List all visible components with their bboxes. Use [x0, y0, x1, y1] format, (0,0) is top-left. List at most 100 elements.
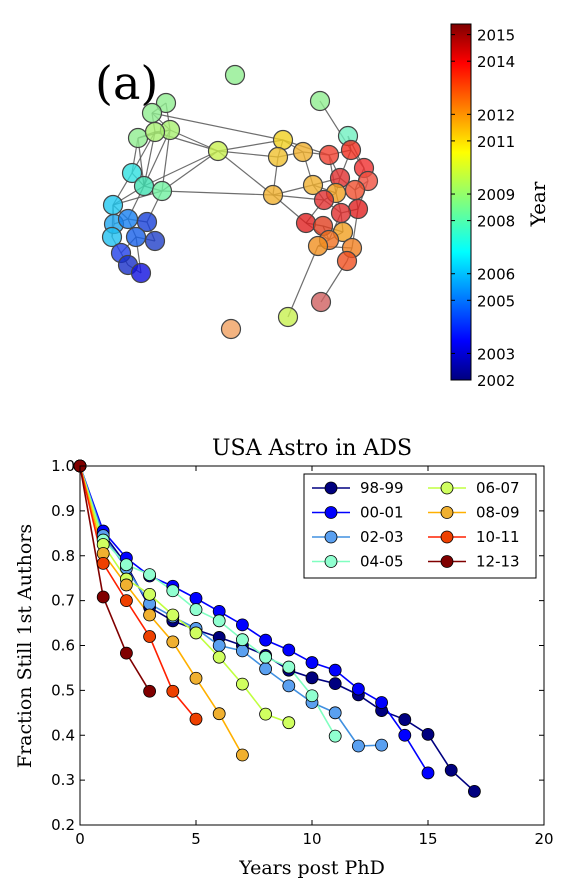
network-node: [129, 129, 148, 148]
network-node: [146, 123, 165, 142]
series-point-02-03: [260, 663, 272, 675]
network-node: [153, 182, 172, 201]
network-edge: [144, 151, 218, 186]
series-point-06-07: [190, 627, 202, 639]
series-point-00-01: [352, 683, 364, 695]
network-node: [315, 191, 334, 210]
series-point-98-99: [399, 714, 411, 726]
series-point-00-01: [376, 696, 388, 708]
legend-label: 10-11: [476, 528, 520, 546]
colorbar-tick-label: 2014: [477, 53, 515, 71]
x-tick-label: 0: [75, 830, 85, 848]
network-edge: [218, 151, 273, 195]
y-tick-label: 1.0: [51, 457, 75, 475]
series-point-10-11: [190, 713, 202, 725]
legend-label: 04-05: [360, 553, 404, 571]
series-point-00-01: [190, 592, 202, 604]
series-point-04-05: [144, 569, 156, 581]
series-point-08-09: [120, 579, 132, 591]
y-tick-label: 0.4: [51, 726, 75, 744]
network-node: [309, 237, 328, 256]
network-node: [346, 181, 365, 200]
x-axis-label: Years post PhD: [238, 857, 385, 879]
network-panel: (a): [95, 56, 378, 339]
series-point-98-99: [445, 764, 457, 776]
series-point-04-05: [213, 615, 225, 627]
series-point-10-11: [97, 557, 109, 569]
series-point-04-05: [167, 585, 179, 597]
y-tick-label: 0.3: [51, 771, 75, 789]
colorbar-label: Year: [526, 181, 550, 227]
y-tick-label: 0.8: [51, 547, 75, 565]
series-point-02-03: [329, 707, 341, 719]
colorbar-gradient: [451, 24, 471, 380]
series-point-06-07: [213, 651, 225, 663]
series-point-02-03: [236, 645, 248, 657]
network-node: [332, 204, 351, 223]
colorbar-tick-label: 2012: [477, 106, 515, 124]
y-tick-label: 0.2: [51, 816, 75, 834]
network-node: [311, 92, 330, 111]
series-point-10-11: [120, 595, 132, 607]
network-node: [279, 308, 298, 327]
series-point-04-05: [329, 730, 341, 742]
legend-label: 08-09: [476, 504, 520, 522]
network-node: [104, 196, 123, 215]
x-tick-label: 15: [418, 830, 437, 848]
series-point-10-11: [167, 685, 179, 697]
series-point-06-07: [260, 708, 272, 720]
colorbar-tick-label: 2015: [477, 27, 515, 45]
x-tick-label: 5: [191, 830, 201, 848]
legend-marker: [325, 556, 337, 568]
series-point-12-13: [97, 591, 109, 603]
colorbar: 2002 2003 2005 2006 2008 2009 2011 2012 2014 2015…: [451, 24, 550, 390]
series-point-12-13: [144, 685, 156, 697]
colorbar-tick-label: 2006: [477, 266, 515, 284]
network-edge: [162, 191, 273, 195]
chart-title: USA Astro in ADS: [212, 436, 412, 461]
series-point-04-05: [120, 559, 132, 571]
series-point-00-01: [260, 634, 272, 646]
series-point-98-99: [468, 785, 480, 797]
series-point-00-01: [329, 664, 341, 676]
series-point-06-07: [167, 609, 179, 621]
legend: 98-9900-0102-0304-0506-0708-0910-1112-13: [304, 474, 536, 578]
colorbar-tick-label: 2002: [477, 372, 515, 390]
series-point-02-03: [376, 739, 388, 751]
series-point-00-01: [422, 767, 434, 779]
legend-label: 06-07: [476, 479, 520, 497]
network-node: [349, 200, 368, 219]
series-point-98-99: [422, 728, 434, 740]
colorbar-tick-label: 2003: [477, 345, 515, 363]
network-node: [274, 131, 293, 150]
legend-marker: [325, 507, 337, 519]
network-node: [132, 264, 151, 283]
series-point-06-07: [236, 678, 248, 690]
legend-label: 98-99: [360, 479, 404, 497]
series-point-08-09: [144, 609, 156, 621]
network-node: [135, 177, 154, 196]
y-tick-label: 0.5: [51, 681, 75, 699]
y-tick-label: 0.6: [51, 637, 75, 655]
colorbar-tick-label: 2005: [477, 292, 515, 310]
series-point-10-11: [144, 631, 156, 643]
colorbar-tick-label: 2011: [477, 133, 515, 151]
legend-label: 12-13: [476, 553, 520, 571]
legend-label: 02-03: [360, 528, 404, 546]
x-tick-label: 10: [302, 830, 321, 848]
series-point-08-09: [167, 636, 179, 648]
network-node: [312, 293, 331, 312]
series-line-06-07: [80, 466, 289, 723]
y-axis-label: Fraction Still 1st Authors: [14, 524, 36, 768]
network-node: [264, 186, 283, 205]
series-point-98-99: [306, 672, 318, 684]
legend-marker: [325, 531, 337, 543]
network-node: [226, 66, 245, 85]
series-point-02-03: [283, 680, 295, 692]
network-node: [338, 252, 357, 271]
network-node: [222, 320, 241, 339]
series-point-04-05: [190, 604, 202, 616]
series-point-06-07: [144, 588, 156, 600]
legend-marker: [441, 556, 453, 568]
colorbar-tick-label: 2008: [477, 213, 515, 231]
